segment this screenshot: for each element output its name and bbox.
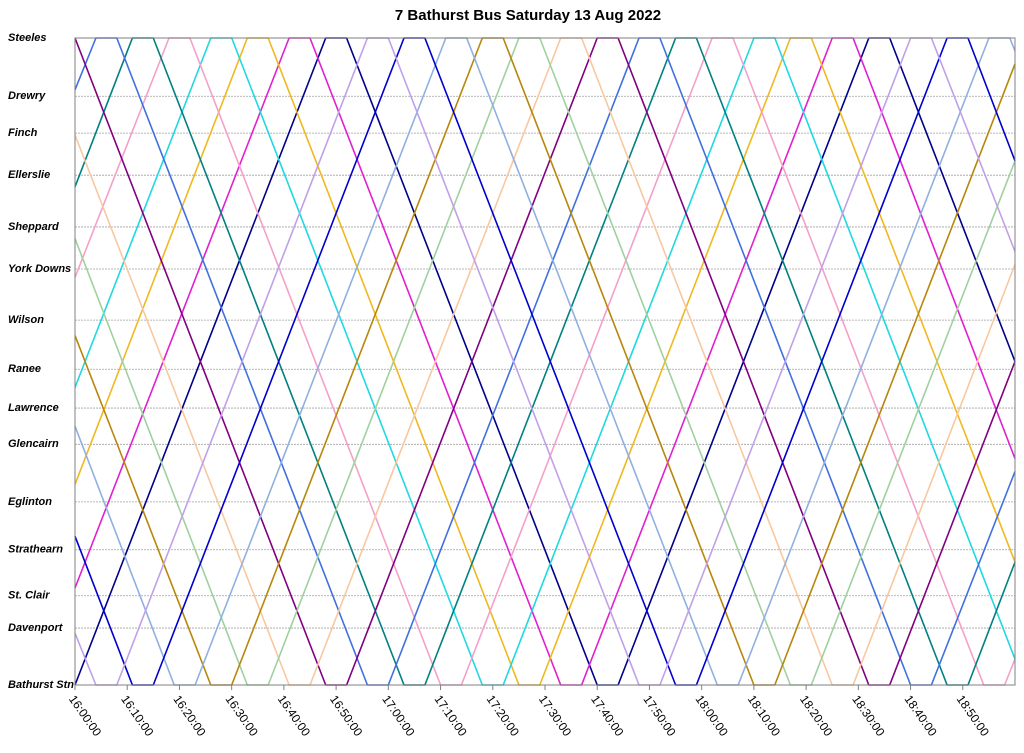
y-tick-label: Bathurst Stn [8, 679, 74, 691]
y-tick-label: Strathearn [8, 544, 63, 556]
y-tick-label: York Downs [8, 263, 71, 275]
y-tick-label: Sheppard [8, 221, 59, 233]
y-tick-label: Ranee [8, 363, 41, 375]
y-tick-label: Lawrence [8, 402, 59, 414]
y-tick-label: Davenport [8, 622, 64, 634]
y-tick-label: St. Clair [8, 590, 50, 602]
y-tick-label: Eglinton [8, 496, 52, 508]
y-tick-label: Ellerslie [8, 169, 50, 181]
chart-title: 7 Bathurst Bus Saturday 13 Aug 2022 [395, 7, 661, 24]
y-tick-label: Glencairn [8, 438, 59, 450]
y-tick-label: Wilson [8, 314, 44, 326]
y-tick-label: Drewry [8, 90, 46, 102]
y-tick-label: Finch [8, 127, 38, 139]
y-tick-label: Steeles [8, 32, 47, 44]
